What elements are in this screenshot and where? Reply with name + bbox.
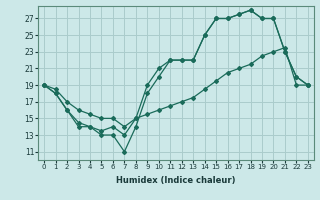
X-axis label: Humidex (Indice chaleur): Humidex (Indice chaleur) <box>116 176 236 185</box>
